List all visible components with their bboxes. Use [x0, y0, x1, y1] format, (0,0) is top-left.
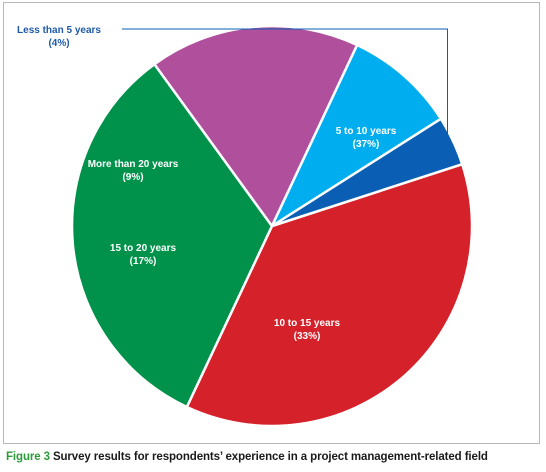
slice-label: 15 to 20 years: [110, 243, 177, 254]
pie-slice-less-than-5-years: [270, 117, 464, 228]
slice-percent: (37%): [353, 139, 380, 150]
slice-percent: (9%): [122, 172, 143, 183]
figure-label: Figure 3: [6, 451, 50, 463]
slice-percent: (4%): [48, 38, 69, 49]
caption-text: Survey results for respondents’ experien…: [52, 451, 488, 463]
figure-caption: Figure 3 Survey results for respondents’ …: [6, 451, 488, 463]
slice-label: More than 20 years: [88, 159, 179, 170]
pie-slice-more-than-20-years: [270, 43, 443, 228]
pie-labels: 5 to 10 years (37%) 10 to 15 years (33%) 15 …: [17, 25, 448, 342]
slice-percent: (17%): [130, 256, 157, 267]
slice-label: 10 to 15 years: [274, 318, 341, 329]
pie-slice-5-to-10-years: [185, 162, 474, 428]
pie-slice-15-to-20-years: [153, 24, 359, 228]
pie-slice-10-to-15-years: [70, 62, 274, 409]
slice-label: 5 to 10 years: [336, 126, 397, 137]
leader-line: [122, 28, 448, 144]
slice-percent: (33%): [294, 331, 321, 342]
pie-slices: [70, 24, 474, 428]
slice-label: Less than 5 years: [17, 25, 101, 36]
